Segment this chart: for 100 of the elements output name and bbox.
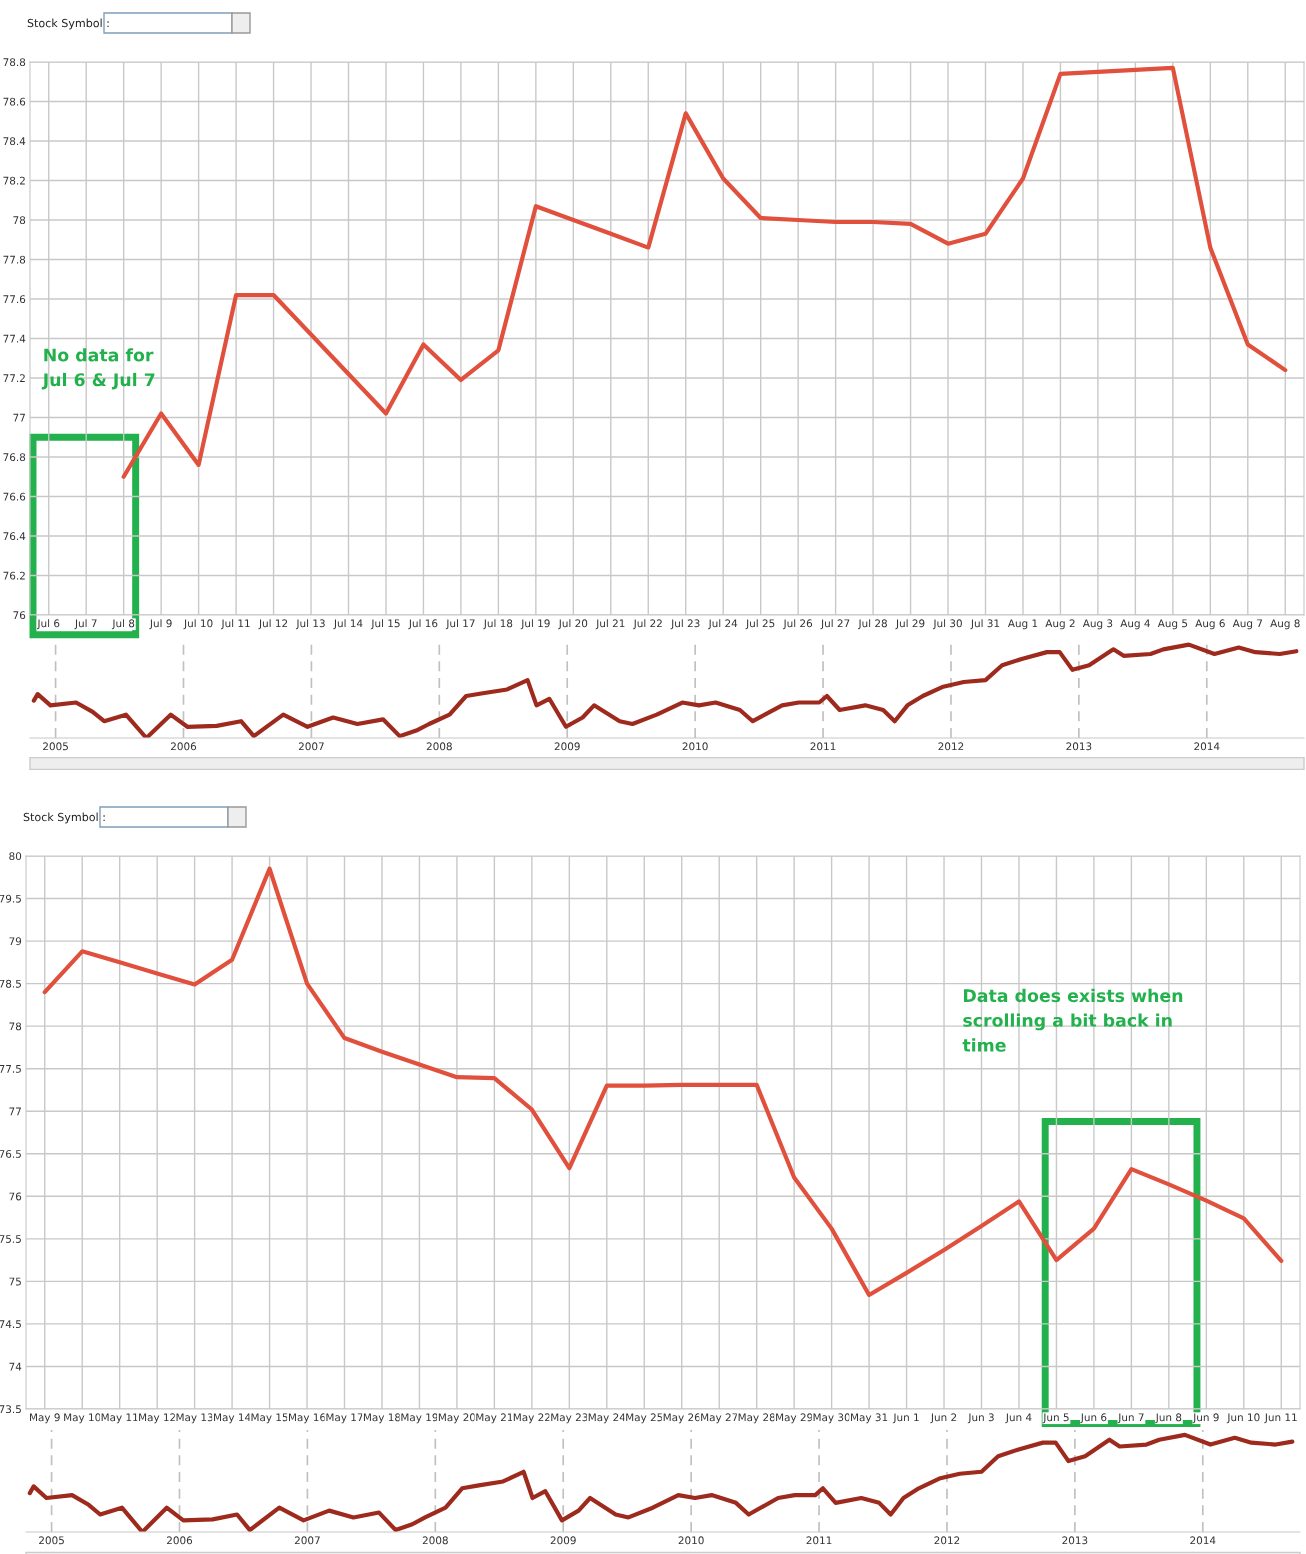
x-tick-label: May 13 xyxy=(176,1413,213,1424)
x-tick-label: Jul 22 xyxy=(633,619,662,630)
x-tick-label: Jul 10 xyxy=(183,619,213,630)
x-tick-label: 2006 xyxy=(167,1536,193,1545)
x-tick-label: 2009 xyxy=(554,742,580,751)
x-tick-label: 2007 xyxy=(294,1536,320,1545)
x-tick-label: Jun 9 xyxy=(1192,1413,1219,1424)
x-tick-label: 2012 xyxy=(934,1536,960,1545)
x-tick-label: May 10 xyxy=(64,1413,101,1424)
y-tick-label: 78.4 xyxy=(3,137,26,146)
x-tick-label: 2014 xyxy=(1190,1536,1216,1545)
x-tick-label: 2011 xyxy=(806,1536,832,1545)
x-tick-label: Jul 16 xyxy=(408,619,438,630)
y-tick-label: 76.8 xyxy=(3,453,26,462)
y-tick-label: 77.5 xyxy=(0,1065,21,1073)
x-tick-label: May 11 xyxy=(101,1413,138,1424)
chart-title: Stock Symbol : xyxy=(27,18,109,30)
y-tick-label: 75.5 xyxy=(0,1235,21,1243)
x-tick-label: May 16 xyxy=(289,1413,326,1424)
y-tick-label: 76.2 xyxy=(3,571,25,580)
x-tick-label: 2007 xyxy=(298,742,324,751)
x-tick-label: Jun 8 xyxy=(1155,1413,1182,1424)
x-tick-label: Jun 3 xyxy=(967,1413,994,1424)
x-tick-label: Jun 2 xyxy=(930,1413,957,1424)
x-tick-label: May 17 xyxy=(326,1413,363,1424)
y-tick-label: 77 xyxy=(9,1107,21,1116)
x-tick-label: 2006 xyxy=(171,742,197,751)
x-tick-label: 2011 xyxy=(810,742,836,751)
y-tick-label: 77 xyxy=(13,413,25,422)
x-tick-label: 2010 xyxy=(682,742,708,751)
x-tick-label: 2008 xyxy=(422,1536,448,1545)
y-tick-label: 73.5 xyxy=(0,1405,21,1414)
x-tick-label: Jul 7 xyxy=(74,619,97,630)
x-tick-label: Aug 6 xyxy=(1195,619,1225,630)
y-tick-label: 77.8 xyxy=(3,255,26,264)
x-tick-label: 2013 xyxy=(1062,1536,1088,1545)
x-tick-label: May 22 xyxy=(513,1413,550,1424)
y-tick-label: 78.6 xyxy=(3,97,26,106)
x-tick-label: Jul 20 xyxy=(558,619,588,630)
x-tick-label: May 15 xyxy=(251,1413,288,1424)
line-series xyxy=(42,866,1284,1298)
x-tick-label: Jul 28 xyxy=(857,619,887,630)
x-tick-label: Jul 15 xyxy=(370,619,400,630)
y-tick-label: 77.4 xyxy=(3,334,26,343)
x-tick-label: Jul 24 xyxy=(708,619,738,630)
x-tick-label: Jun 1 xyxy=(892,1413,919,1424)
y-tick-label: 78.2 xyxy=(3,176,25,185)
x-tick-label: May 29 xyxy=(776,1413,813,1424)
y-tick-label: 74.5 xyxy=(0,1320,21,1329)
x-tick-label: Jul 17 xyxy=(445,619,475,630)
x-tick-label: Jun 7 xyxy=(1117,1413,1144,1424)
y-tick-label: 74 xyxy=(9,1362,22,1371)
x-tick-label: Aug 3 xyxy=(1082,619,1113,630)
x-tick-label: May 23 xyxy=(551,1413,588,1424)
y-tick-label: 76.6 xyxy=(3,492,26,501)
x-tick-label: 2008 xyxy=(426,742,452,751)
x-tick-label: Aug 4 xyxy=(1120,619,1150,630)
y-tick-label: 79 xyxy=(9,937,22,946)
y-tick-label: 78 xyxy=(9,1022,22,1031)
x-tick-label: Jul 27 xyxy=(820,619,850,630)
x-tick-label: May 27 xyxy=(701,1413,738,1424)
x-tick-label: May 21 xyxy=(476,1413,513,1424)
x-tick-label: Jun 6 xyxy=(1080,1413,1107,1424)
x-tick-label: Aug 1 xyxy=(1007,619,1038,630)
x-tick-label: 2010 xyxy=(678,1536,704,1545)
x-tick-label: Jul 21 xyxy=(595,619,625,630)
x-tick-label: Jul 9 xyxy=(149,619,172,630)
x-tick-label: 2014 xyxy=(1194,742,1220,751)
y-tick-label: 78.8 xyxy=(3,58,26,67)
x-tick-label: Jul 18 xyxy=(483,619,513,630)
x-tick-label: May 30 xyxy=(813,1413,850,1424)
y-tick-label: 79.5 xyxy=(0,894,21,903)
x-tick-label: May 24 xyxy=(588,1413,626,1424)
x-tick-label: 2005 xyxy=(39,1536,64,1545)
x-tick-label: May 9 xyxy=(30,1413,60,1424)
x-tick-label: May 28 xyxy=(738,1413,776,1424)
x-tick-label: Jul 13 xyxy=(295,619,325,630)
chart-title: Stock Symbol : xyxy=(23,812,105,824)
x-tick-label: Jun 11 xyxy=(1264,1413,1297,1424)
x-tick-label: Jul 23 xyxy=(670,619,700,630)
y-tick-label: 76.4 xyxy=(3,532,26,541)
x-tick-label: Aug 2 xyxy=(1045,619,1075,630)
annotation: Data does exists when scrolling a bit back in time xyxy=(962,988,1183,1052)
x-tick-label: May 25 xyxy=(626,1413,663,1424)
x-tick-label: Jul 30 xyxy=(932,619,962,630)
x-tick-label: Jul 26 xyxy=(783,619,813,630)
x-tick-label: 2005 xyxy=(43,742,68,751)
x-tick-label: May 26 xyxy=(663,1413,701,1424)
y-tick-label: 77.2 xyxy=(3,374,25,382)
x-tick-label: Jul 8 xyxy=(111,619,135,630)
x-tick-label: 2012 xyxy=(938,742,964,751)
x-tick-label: Jun 5 xyxy=(1042,1413,1069,1424)
x-tick-label: Jun 4 xyxy=(1005,1413,1032,1424)
y-tick-label: 78.5 xyxy=(0,979,21,988)
x-tick-label: May 31 xyxy=(851,1413,888,1424)
x-tick-label: 2009 xyxy=(550,1536,576,1545)
x-tick-label: Jul 31 xyxy=(970,619,1000,630)
y-tick-label: 78 xyxy=(13,216,26,225)
x-tick-label: Aug 7 xyxy=(1232,619,1263,630)
x-tick-label: Jul 14 xyxy=(333,619,363,630)
